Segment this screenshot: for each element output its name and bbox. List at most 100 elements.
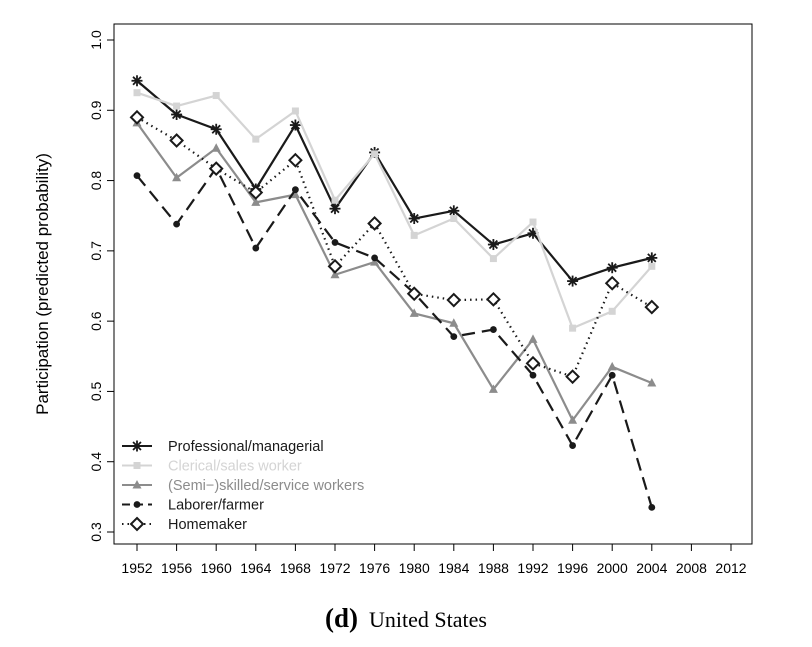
x-tick-label: 1976	[359, 560, 390, 576]
data-point	[327, 258, 343, 274]
legend-item: Homemaker	[122, 516, 247, 533]
series-line	[136, 166, 653, 508]
data-point	[133, 89, 141, 97]
series-line	[136, 79, 653, 283]
data-point	[211, 143, 221, 152]
data-point	[370, 257, 380, 266]
x-tick-label: 2012	[715, 560, 746, 576]
series-line	[136, 122, 653, 422]
x-tick-label: 2004	[636, 560, 667, 576]
data-point	[129, 516, 145, 532]
legend-item: (Semi−)skilled/service workers	[122, 478, 364, 494]
data-point	[569, 442, 576, 449]
data-point	[409, 308, 419, 317]
y-tick-label: 0.5	[88, 381, 104, 401]
data-point	[331, 239, 339, 246]
data-point	[169, 133, 185, 148]
data-point	[490, 326, 497, 333]
x-tick-label: 1984	[438, 560, 469, 576]
data-point	[489, 255, 497, 263]
y-tick-label: 0.9	[88, 100, 104, 120]
data-point	[212, 92, 220, 100]
legend-label: Clerical/sales worker	[168, 459, 302, 475]
axes: 1952 1956 1960 1964 1968 1972 1976 1980 1984 1988…	[33, 23, 753, 576]
data-point	[565, 369, 581, 385]
legend: Professional/managerial Clerical/sales wo…	[122, 439, 364, 533]
data-point	[446, 292, 462, 308]
caption-panel-label: (d)	[325, 603, 359, 633]
data-point	[608, 307, 616, 315]
series	[131, 75, 658, 287]
legend-item: Laborer/farmer	[122, 498, 264, 514]
data-point	[291, 107, 299, 115]
legend-item: Clerical/sales worker	[122, 459, 302, 475]
caption-title: United States	[369, 607, 487, 632]
data-point	[410, 231, 418, 239]
data-point	[529, 371, 537, 379]
y-tick-label: 0.6	[88, 311, 104, 331]
data-point	[608, 371, 616, 379]
data-point	[289, 119, 301, 131]
legend-label: (Semi−)skilled/service workers	[168, 478, 364, 494]
x-tick-label: 1972	[319, 560, 350, 576]
series-layer	[129, 75, 660, 511]
data-point	[529, 218, 537, 226]
data-point	[292, 186, 299, 194]
data-point	[330, 269, 340, 279]
data-point	[644, 299, 660, 315]
data-point	[528, 334, 538, 343]
x-tick-label: 2008	[676, 560, 707, 576]
x-tick-label: 1996	[557, 560, 588, 576]
data-point	[248, 185, 264, 200]
data-point	[604, 275, 620, 291]
data-point	[133, 462, 141, 469]
data-point	[172, 172, 182, 182]
legend-label: Laborer/farmer	[168, 498, 264, 514]
line-chart: 1952 1956 1960 1964 1968 1972 1976 1980 1984 1988…	[33, 23, 753, 576]
data-point	[568, 415, 578, 424]
legend-item: Professional/managerial	[122, 439, 324, 455]
data-point	[567, 275, 579, 287]
data-point	[132, 480, 142, 489]
data-point	[487, 239, 499, 251]
x-tick-label: 1960	[201, 560, 232, 576]
y-tick-label: 0.7	[88, 241, 104, 261]
data-point	[133, 172, 141, 180]
data-point	[646, 252, 658, 264]
series-line	[136, 116, 653, 378]
data-point	[131, 75, 143, 87]
plot-frame	[113, 23, 753, 545]
data-point	[448, 205, 460, 217]
data-point	[171, 109, 183, 121]
data-point	[488, 384, 498, 393]
x-tick-label: 1964	[240, 560, 271, 576]
data-point	[648, 262, 656, 270]
figure-caption: (d) United States	[0, 603, 812, 634]
data-point	[450, 215, 458, 223]
data-point	[371, 254, 378, 262]
data-point	[251, 197, 261, 206]
series	[132, 117, 657, 424]
series	[133, 89, 656, 332]
data-point	[131, 440, 143, 452]
y-tick-label: 1.0	[88, 30, 104, 50]
y-axis-title: Participation (predicted probability)	[33, 153, 52, 415]
data-point	[331, 196, 339, 204]
data-point	[449, 318, 459, 327]
y-tick-label: 0.4	[88, 452, 104, 472]
data-point	[606, 262, 618, 274]
data-point	[647, 377, 657, 387]
data-point	[371, 150, 379, 158]
data-point	[252, 244, 260, 252]
data-point	[129, 109, 145, 125]
data-point	[569, 324, 577, 332]
data-point	[287, 152, 303, 168]
data-point	[525, 355, 541, 371]
x-tick-label: 1952	[121, 560, 152, 576]
data-point	[408, 213, 420, 225]
series	[129, 109, 660, 385]
data-point	[173, 220, 181, 228]
x-tick-label: 1992	[517, 560, 548, 576]
y-tick-label: 0.3	[88, 522, 104, 542]
legend-label: Professional/managerial	[168, 439, 324, 455]
